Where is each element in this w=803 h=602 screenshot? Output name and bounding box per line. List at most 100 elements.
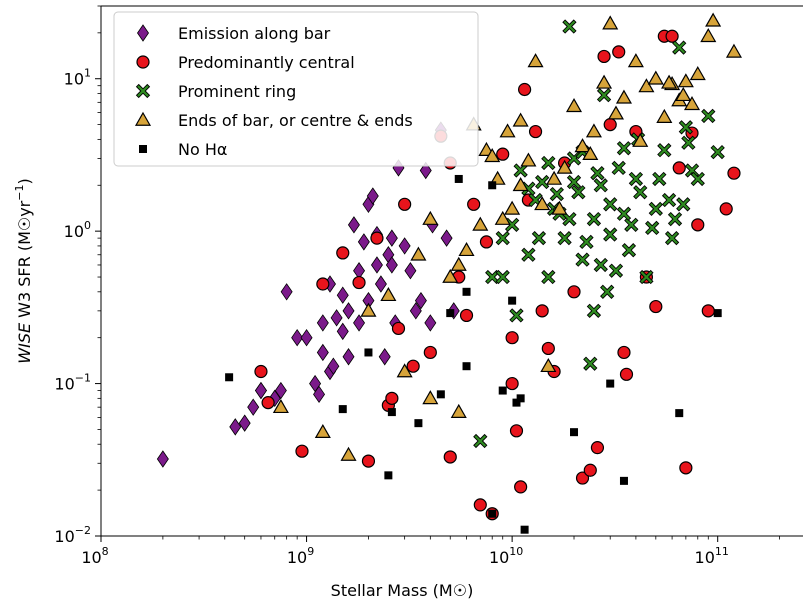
legend-marker — [136, 55, 150, 69]
data-point — [590, 166, 605, 181]
data-point — [665, 29, 679, 43]
data-point — [534, 196, 551, 211]
data-point — [295, 444, 309, 458]
data-point — [719, 202, 733, 216]
data-point — [596, 74, 613, 89]
data-point — [479, 235, 494, 249]
data-point — [398, 237, 411, 255]
data-point — [342, 348, 355, 366]
legend-label: Emission along bar — [178, 24, 331, 43]
data-point — [596, 88, 612, 103]
data-point — [691, 218, 705, 232]
data-point — [514, 480, 528, 494]
legend-marker — [135, 83, 151, 99]
legend: Emission along bar Predominantly central P… — [113, 11, 479, 167]
data-point — [675, 86, 692, 102]
data-point — [672, 161, 686, 175]
data-point — [586, 303, 602, 318]
data-point — [586, 211, 602, 227]
data-point — [639, 269, 654, 285]
data-point — [678, 120, 693, 135]
data-point — [442, 268, 459, 283]
data-point — [424, 314, 437, 332]
data-point — [509, 308, 524, 323]
data-point — [440, 229, 453, 247]
data-point — [364, 348, 373, 357]
data-point — [454, 174, 463, 183]
data-point — [352, 275, 366, 290]
data-point — [508, 296, 517, 305]
data-point — [603, 227, 618, 242]
data-point — [616, 141, 632, 156]
data-point — [557, 230, 572, 246]
y-tick-label: 101 — [64, 67, 91, 89]
data-point — [409, 302, 422, 320]
data-point — [485, 269, 500, 285]
data-point — [505, 376, 519, 391]
data-point — [590, 441, 605, 455]
legend-item: Prominent ring — [135, 82, 296, 101]
data-point — [683, 96, 701, 111]
data-point — [291, 328, 304, 347]
series-4 — [225, 174, 722, 534]
data-point — [583, 463, 597, 477]
data-point — [582, 145, 599, 161]
data-point — [406, 359, 420, 373]
data-point — [254, 381, 267, 400]
data-point — [238, 414, 251, 432]
data-point — [627, 53, 644, 68]
x-tick-label: 108 — [81, 545, 108, 567]
data-point — [385, 256, 398, 274]
data-point — [575, 252, 590, 267]
data-point — [701, 108, 716, 124]
data-point — [677, 73, 694, 88]
data-point — [661, 192, 677, 208]
data-point — [316, 314, 329, 332]
data-point — [423, 345, 437, 360]
data-point — [611, 160, 626, 176]
data-point — [690, 171, 705, 187]
data-point — [327, 357, 340, 375]
data-point — [664, 230, 680, 246]
data-point — [488, 509, 497, 518]
data-point — [520, 525, 529, 534]
data-point — [361, 454, 376, 468]
data-point — [366, 187, 379, 205]
data-point — [619, 367, 634, 381]
data-point — [667, 211, 683, 227]
data-point — [597, 49, 611, 64]
data-point — [495, 269, 510, 285]
data-point — [254, 364, 268, 379]
data-point — [583, 356, 598, 371]
data-point — [489, 170, 506, 185]
data-point — [422, 390, 439, 405]
data-point — [342, 302, 355, 320]
data-point — [531, 230, 547, 246]
data-point — [528, 124, 543, 139]
data-point — [615, 89, 633, 104]
data-point — [498, 386, 507, 395]
data-point — [652, 171, 667, 187]
data-point — [540, 357, 557, 373]
legend-marker — [137, 24, 149, 42]
data-point — [679, 461, 693, 475]
data-point — [565, 98, 583, 113]
data-point — [473, 498, 487, 512]
data-point — [404, 262, 417, 280]
data-point — [512, 398, 521, 407]
legend-label: Predominantly central — [178, 53, 355, 72]
data-point — [518, 82, 532, 97]
data-point — [512, 112, 529, 127]
data-point — [566, 174, 582, 190]
data-point — [527, 53, 544, 68]
data-point — [727, 166, 741, 180]
data-point — [280, 283, 293, 301]
data-point — [632, 132, 649, 147]
data-point — [316, 277, 330, 291]
data-point — [378, 348, 391, 366]
data-point — [710, 144, 725, 160]
data-point — [700, 28, 717, 43]
data-point — [725, 43, 743, 58]
y-tick-label: 10−2 — [54, 524, 91, 546]
data-point — [370, 256, 383, 274]
